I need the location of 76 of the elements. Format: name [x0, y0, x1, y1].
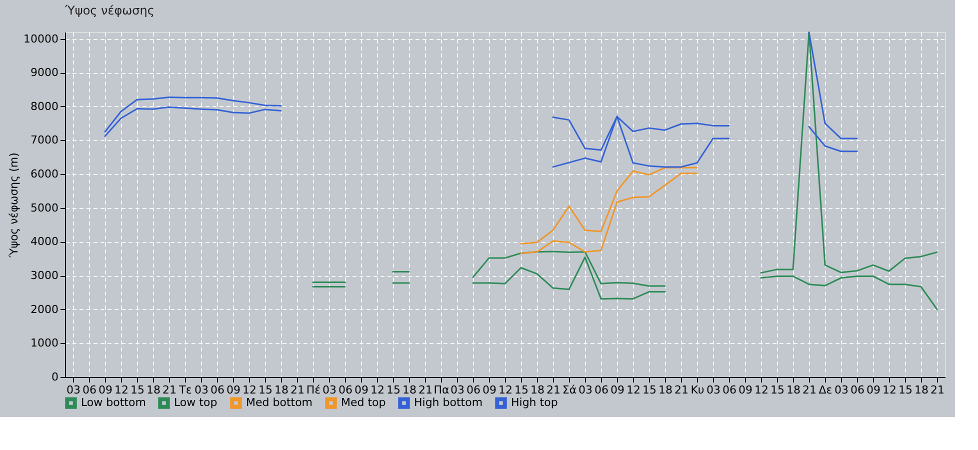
y-tick-label: 5000 [30, 201, 58, 214]
x-tick-label: 15 [770, 384, 784, 396]
y-tick-label: 2000 [30, 302, 58, 316]
x-tick-label: 18 [274, 384, 288, 396]
y-tick-label: 4000 [30, 235, 58, 248]
x-tick-label: 03 [322, 384, 336, 396]
legend-label: High top [511, 396, 558, 410]
x-tick-label: 12 [242, 384, 256, 396]
line-series [520, 172, 698, 254]
legend-label: Low bottom [81, 396, 146, 410]
x-tick-label: Σά [562, 384, 577, 396]
x-tick-label: 09 [610, 384, 624, 396]
x-tick-label: 15 [386, 384, 400, 396]
x-tick-label: 06 [594, 384, 608, 396]
x-tick-label: 15 [514, 384, 528, 396]
x-tick-label: 21 [546, 384, 560, 396]
y-tick-label: 1000 [30, 336, 58, 350]
x-tick-label: 18 [402, 384, 416, 396]
x-tick-label: 09 [738, 384, 752, 396]
x-tick-label: 15 [642, 384, 656, 396]
x-tick-label: Κυ [690, 384, 704, 396]
x-tick-label: 06 [210, 384, 224, 396]
x-tick-label: 18 [146, 384, 160, 396]
x-tick-label: 21 [162, 384, 176, 396]
x-tick-label: 09 [482, 384, 496, 396]
x-tick-label: Πα [434, 384, 450, 396]
y-tick-label: 0 [52, 370, 58, 384]
x-tick-label: 18 [786, 384, 800, 396]
x-tick-label: 03 [450, 384, 464, 396]
y-tick-label: 6000 [30, 168, 58, 181]
x-tick-label: 03 [578, 384, 592, 396]
y-tick-label: 8000 [30, 100, 58, 113]
x-tick-label: 12 [114, 384, 128, 396]
x-tick-label: 18 [658, 384, 672, 396]
x-tick-label: Δε [818, 384, 832, 396]
y-tick-label: 9000 [30, 66, 58, 80]
x-tick-label: 18 [530, 384, 544, 396]
x-tick-label: 21 [418, 384, 432, 396]
x-tick-label: 21 [802, 384, 816, 396]
x-tick-label: 12 [370, 384, 384, 396]
legend-label: High bottom [414, 396, 483, 410]
x-tick-label: Πέ [306, 384, 321, 396]
y-tick-label: 7000 [30, 134, 58, 147]
x-tick-label: 06 [850, 384, 864, 396]
legend-label: Low top [174, 396, 218, 410]
legend-label: Med bottom [246, 396, 313, 410]
y-tick-label: 10000 [24, 32, 58, 46]
x-tick-label: 06 [466, 384, 480, 396]
y-axis-title: Ύψος νέφωσης (m) [8, 152, 21, 258]
x-tick-label: 12 [626, 384, 640, 396]
x-tick-label: 15 [898, 384, 912, 396]
x-tick-label: 03 [834, 384, 848, 396]
x-tick-label: 06 [82, 384, 96, 396]
x-tick-label: 21 [290, 384, 304, 396]
x-tick-label: 18 [914, 384, 928, 396]
x-tick-label: 09 [354, 384, 368, 396]
x-tick-label: 03 [194, 384, 208, 396]
x-tick-label: 15 [258, 384, 272, 396]
x-tick-label: 06 [722, 384, 736, 396]
line-series [520, 166, 698, 244]
x-tick-label: 09 [98, 384, 112, 396]
chart-title: Ύψος νέφωσης [64, 4, 154, 18]
x-tick-label: 12 [754, 384, 768, 396]
x-tick-label: 12 [498, 384, 512, 396]
legend-label: Med top [341, 396, 386, 410]
x-tick-label: 09 [866, 384, 880, 396]
x-tick-label: Τε [178, 384, 192, 396]
x-tick-label: 21 [930, 384, 944, 396]
x-tick-label: 06 [338, 384, 352, 396]
y-tick-label: 3000 [30, 269, 58, 282]
x-tick-label: 03 [706, 384, 720, 396]
x-tick-label: 21 [674, 384, 688, 396]
x-tick-label: 12 [882, 384, 896, 396]
x-tick-label: 09 [226, 384, 240, 396]
x-tick-label: 03 [66, 384, 80, 396]
x-tick-label: 15 [130, 384, 144, 396]
